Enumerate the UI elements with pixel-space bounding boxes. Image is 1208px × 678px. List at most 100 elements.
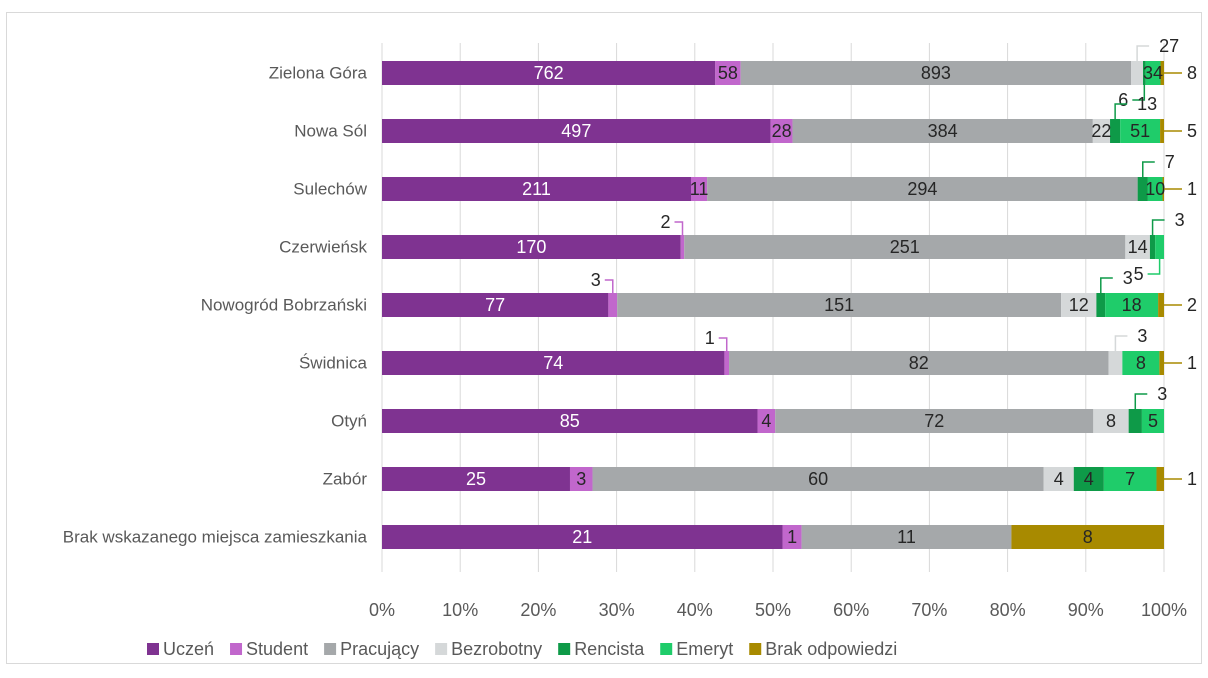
data-label: 10 (1145, 179, 1165, 199)
category-label: Sulechów (293, 180, 367, 199)
legend-swatch (147, 643, 159, 655)
data-label: 2 (1187, 295, 1197, 315)
bar-segment (1108, 351, 1123, 375)
bar-segment (1155, 235, 1164, 259)
x-tick-label: 100% (1141, 600, 1187, 620)
data-label: 28 (772, 121, 792, 141)
data-label: 21 (572, 527, 592, 547)
data-label: 77 (485, 295, 505, 315)
legend-label: Rencista (574, 639, 645, 659)
bar-segment (1093, 409, 1129, 433)
bar-segment (1096, 293, 1106, 317)
x-tick-label: 90% (1068, 600, 1104, 620)
bar-segment (382, 235, 681, 259)
bar-segment (608, 293, 618, 317)
bar-segment (1043, 467, 1074, 491)
bar-segment (792, 119, 1093, 143)
x-tick-label: 70% (911, 600, 947, 620)
bar-segment (382, 293, 609, 317)
data-label: 170 (516, 237, 546, 257)
bar-segment (592, 467, 1044, 491)
data-label: 14 (1128, 237, 1148, 257)
bar-segment (782, 525, 802, 549)
data-label: 5 (1187, 121, 1197, 141)
data-label: 151 (824, 295, 854, 315)
data-label: 1 (1187, 179, 1197, 199)
bar-segment (1120, 119, 1161, 143)
bar-segment (382, 409, 758, 433)
legend-label: Brak odpowiedzi (765, 639, 897, 659)
data-label: 13 (1137, 94, 1157, 114)
bar-segment (382, 119, 771, 143)
bar-segment (1149, 235, 1156, 259)
bar-segment (1162, 177, 1164, 201)
data-label: 2 (660, 212, 670, 232)
bar-segment (684, 235, 1126, 259)
data-label: 893 (921, 63, 951, 83)
leader-line (1114, 103, 1128, 119)
data-label: 1 (1187, 469, 1197, 489)
data-label: 58 (718, 63, 738, 83)
leader-line (1100, 277, 1113, 293)
bar-segment (1105, 293, 1159, 317)
bar-segment (729, 351, 1109, 375)
data-label: 3 (1137, 326, 1147, 346)
data-label: 4 (1084, 469, 1094, 489)
bar-segment (1147, 177, 1163, 201)
legend-swatch (749, 643, 762, 655)
data-label: 8 (1136, 353, 1146, 373)
bar-segment (1131, 61, 1144, 85)
bar-segment (690, 177, 708, 201)
leader-line (1114, 335, 1128, 351)
legend-label: Student (246, 639, 308, 659)
data-label: 6 (1118, 90, 1128, 110)
legend-swatch (435, 643, 448, 655)
leader-line (718, 337, 728, 351)
category-label: Świdnica (299, 354, 368, 373)
data-label: 762 (534, 63, 564, 83)
bar-segment (1128, 409, 1142, 433)
data-label: 74 (543, 353, 563, 373)
legend-swatch (558, 643, 571, 655)
stacked-bar-chart: 0% 10% 20% 30% 40% 50% 60% 70% 80% 90% 100% Zielona… (63, 36, 1197, 659)
data-label: 51 (1130, 121, 1150, 141)
data-label: 8 (1106, 411, 1116, 431)
data-label: 3 (1175, 210, 1185, 230)
data-label: 3 (1157, 384, 1167, 404)
bar-segment (1159, 351, 1164, 375)
bar-segment (569, 467, 593, 491)
data-label: 72 (924, 411, 944, 431)
data-label: 7 (1125, 469, 1135, 489)
bar-segment (1158, 293, 1164, 317)
bar-segment (715, 61, 741, 85)
category-label: Nowa Sól (294, 122, 367, 141)
bar-segment (382, 467, 570, 491)
x-tick-label: 0% (369, 600, 395, 620)
bar-segment (382, 177, 691, 201)
bar-segment (1092, 119, 1111, 143)
leader-line (1151, 219, 1165, 235)
bar-segment (382, 61, 716, 85)
x-tick-label: 80% (990, 600, 1026, 620)
leader-line (1134, 393, 1148, 409)
data-label: 384 (928, 121, 958, 141)
legend-swatch (660, 643, 673, 655)
data-label: 12 (1069, 295, 1089, 315)
data-label: 3 (576, 469, 586, 489)
data-label: 4 (1054, 469, 1064, 489)
leader-line (1147, 259, 1161, 275)
bar-segment (1156, 467, 1164, 491)
bar-segment (1103, 467, 1157, 491)
x-tick-label: 50% (755, 600, 791, 620)
category-label: Brak wskazanego miejsca zamieszkania (63, 528, 368, 547)
data-label: 3 (591, 270, 601, 290)
bar-segment (1110, 119, 1121, 143)
data-label: 8 (1083, 527, 1093, 547)
legend-label: Emeryt (676, 639, 733, 659)
data-label: 8 (1187, 63, 1197, 83)
data-label: 1 (787, 527, 797, 547)
leader-line (674, 221, 684, 235)
category-label: Nowogród Bobrzański (201, 296, 367, 315)
legend-swatch (230, 643, 243, 655)
bar-segment (770, 119, 793, 143)
